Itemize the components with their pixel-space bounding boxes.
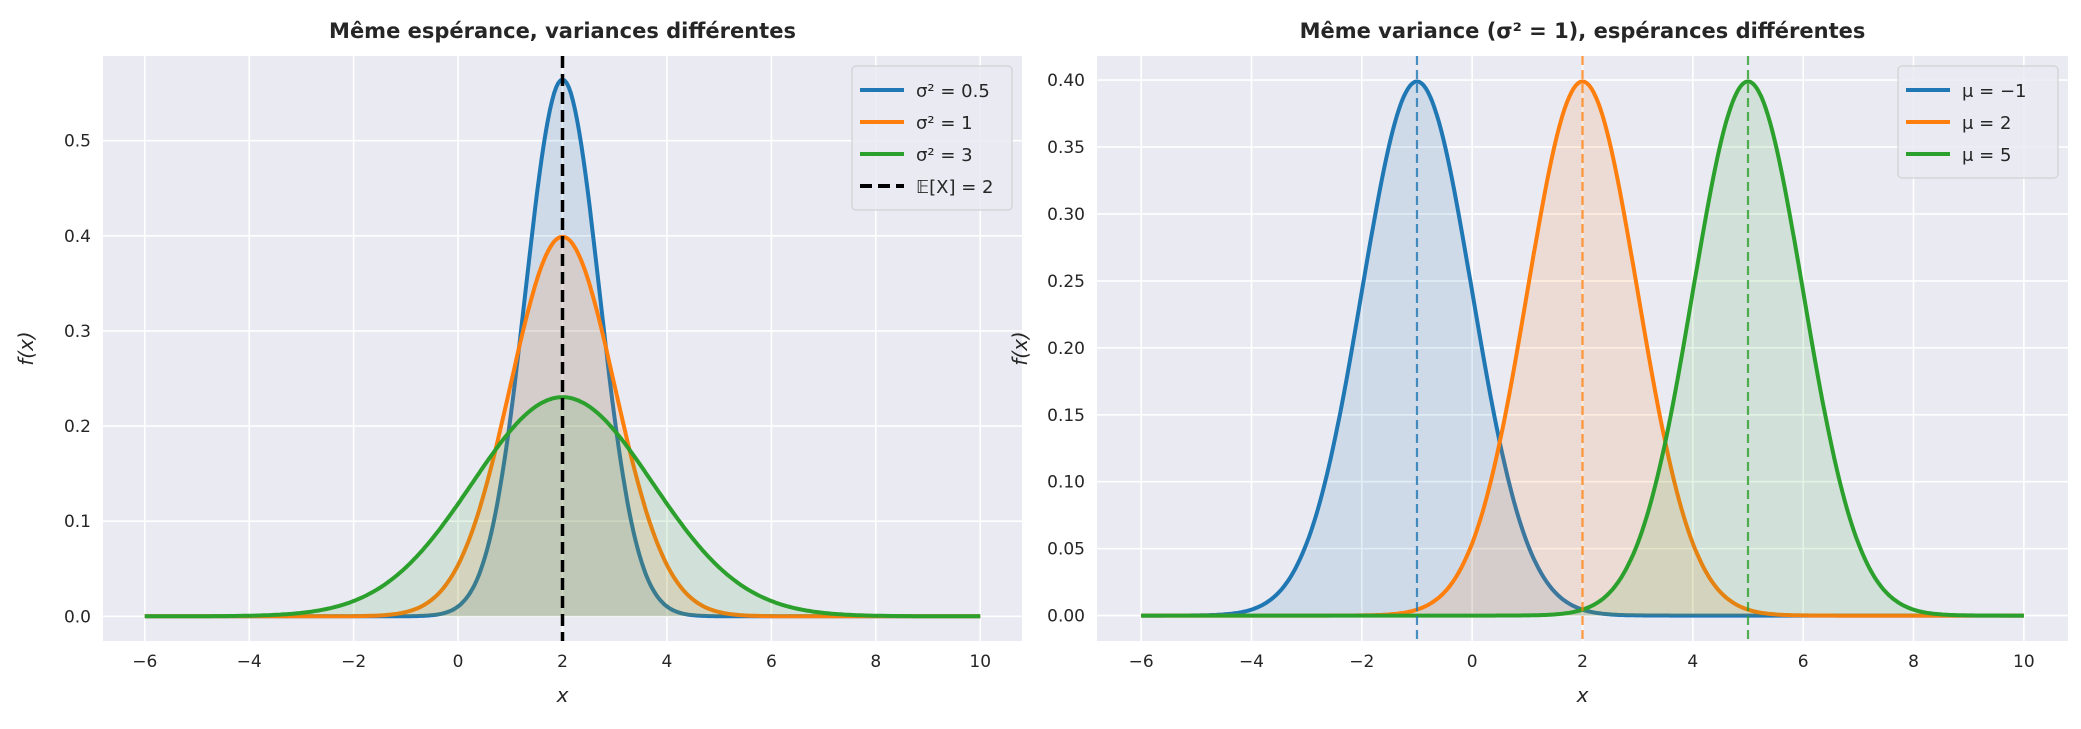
series-fill bbox=[1141, 81, 2024, 616]
x-tick-label: 4 bbox=[1687, 652, 1698, 672]
series-fill bbox=[1141, 81, 2024, 616]
legend: μ = −1 μ = 2 μ = 5 bbox=[1897, 65, 2059, 179]
legend-label: μ = −1 bbox=[1962, 81, 2027, 102]
x-tick-label: 4 bbox=[662, 652, 673, 672]
y-axis-label: f(x) bbox=[1008, 331, 1032, 365]
y-tick-label: 0.20 bbox=[1047, 339, 1085, 359]
y-tick-label: 0.4 bbox=[64, 227, 91, 247]
x-tick-label: −2 bbox=[1349, 652, 1374, 672]
chart-title: Même variance (σ² = 1), espérances diffé… bbox=[1300, 19, 1866, 43]
x-tick-label: 8 bbox=[1908, 652, 1919, 672]
x-tick-label: −6 bbox=[132, 652, 157, 672]
legend-label: 𝔼[X] = 2 bbox=[916, 177, 993, 198]
y-tick-label: 0.25 bbox=[1047, 272, 1085, 292]
x-tick-label: −4 bbox=[237, 652, 262, 672]
y-axis-label: f(x) bbox=[14, 331, 38, 365]
x-tick-label: 10 bbox=[2013, 652, 2035, 672]
chart-1: −6 −4 −2 0 2 4 6 8 10 0.0 0.1 0.2 0.3 0.4 0.5 Même espé… bbox=[14, 19, 1022, 707]
y-tick-label: 0.30 bbox=[1047, 205, 1085, 225]
y-tick-label: 0.3 bbox=[64, 322, 91, 342]
y-tick-label: 0.00 bbox=[1047, 607, 1085, 627]
legend-box bbox=[1897, 65, 2059, 179]
chart-2: −6 −4 −2 0 2 4 6 8 10 0.00 0.05 0.10 0.15 0.20 0.25 0.3… bbox=[1008, 19, 2068, 707]
x-tick-label: 6 bbox=[766, 652, 777, 672]
y-tick-label: 0.40 bbox=[1047, 71, 1085, 91]
x-axis-label: x bbox=[556, 683, 569, 707]
x-tick-label: −2 bbox=[341, 652, 366, 672]
x-tick-label: 0 bbox=[453, 652, 464, 672]
legend-box bbox=[851, 65, 1013, 211]
y-tick-label: 0.5 bbox=[64, 132, 91, 152]
series-line bbox=[144, 395, 981, 619]
x-axis-label: x bbox=[1576, 683, 1589, 707]
x-tick-label: 0 bbox=[1467, 652, 1478, 672]
y-tick-label: 0.2 bbox=[64, 417, 91, 437]
series-fill bbox=[1141, 81, 2024, 616]
legend-label: σ² = 1 bbox=[916, 113, 973, 134]
x-tick-label: 2 bbox=[1577, 652, 1588, 672]
y-tick-label: 0.35 bbox=[1047, 138, 1085, 158]
legend: σ² = 0.5 σ² = 1 σ² = 3 𝔼[X] = 2 bbox=[851, 65, 1013, 211]
y-tick-label: 0.15 bbox=[1047, 406, 1085, 426]
x-tick-label: 2 bbox=[557, 652, 568, 672]
x-tick-label: 6 bbox=[1798, 652, 1809, 672]
legend-label: σ² = 3 bbox=[916, 145, 973, 166]
x-tick-label: 8 bbox=[870, 652, 881, 672]
x-tick-label: −4 bbox=[1239, 652, 1264, 672]
x-tick-label: 10 bbox=[969, 652, 991, 672]
y-tick-label: 0.10 bbox=[1047, 473, 1085, 493]
legend-label: μ = 2 bbox=[1962, 113, 2011, 134]
y-tick-label: 0.0 bbox=[64, 607, 91, 627]
legend-label: μ = 5 bbox=[1962, 145, 2011, 166]
legend-label: σ² = 0.5 bbox=[916, 81, 990, 102]
chart-title: Même espérance, variances différentes bbox=[329, 19, 796, 43]
x-tick-label: −6 bbox=[1129, 652, 1154, 672]
y-tick-label: 0.05 bbox=[1047, 540, 1085, 560]
y-tick-label: 0.1 bbox=[64, 512, 91, 532]
